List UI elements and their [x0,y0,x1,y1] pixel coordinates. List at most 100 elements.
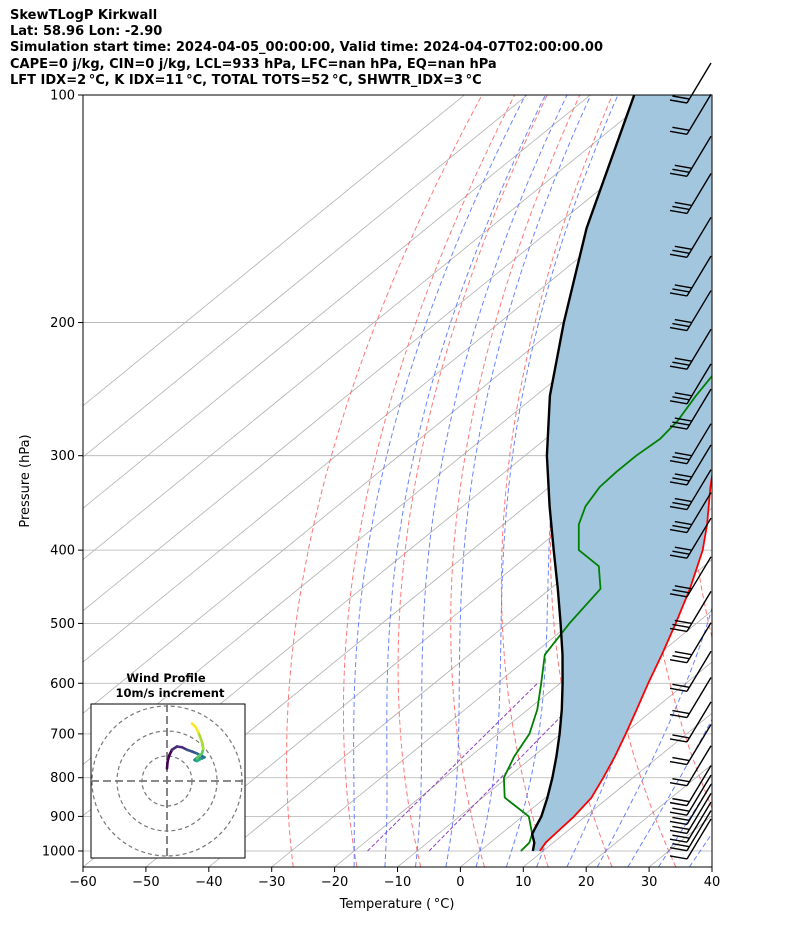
stability-indices: LFT IDX=2 °C, K IDX=11 °C, TOTAL TOTS=52… [10,72,482,88]
x-tick-label: −10 [384,875,411,890]
wind-barb-flag [672,834,690,839]
wind-barb-flag [669,528,688,534]
wind-barb-staff [686,173,712,214]
wind-barb [669,328,712,370]
wind-barb-flag [672,734,690,739]
wind-barb-staff [686,328,712,370]
wind-barb [669,173,712,215]
wind-barb-flag [674,245,692,251]
wind-barb [669,591,712,633]
wind-barb-flag [669,505,688,511]
x-axis-ticks: −60 −50 −40 −30 −20 −10 0 10 20 30 40 [69,867,720,890]
wind-barb-flag [669,782,688,787]
wind-barb-staff [686,622,712,664]
wind-barb-staff [686,93,712,135]
wind-barb [669,423,712,465]
wind-barb-staff [686,810,712,852]
hodograph-plot [91,704,245,858]
wind-barb-flag [669,838,688,843]
wind-barb-staff [686,388,712,430]
wind-barb-flag [672,249,690,255]
wind-barb-staff [686,216,712,258]
wind-barb-flag [672,825,690,831]
wind-barb-flag [674,284,692,289]
wind-barb [669,793,712,835]
wind-barb-flag [669,172,688,177]
temperature-profile-line [539,471,712,852]
wind-barb-flag [669,326,688,332]
wind-barb-staff [686,492,712,533]
wind-barb-staff [686,135,712,177]
wind-barb [669,216,712,259]
wind-barbs [669,62,712,860]
y-tick-label: 300 [50,449,75,464]
wind-barb-flag [672,361,690,366]
wind-barb-flag [669,687,688,692]
x-tick-label: 20 [578,875,595,890]
cape-cin-shading [532,95,712,851]
y-tick-label: 800 [50,771,75,786]
isotherm-line [397,610,712,867]
x-tick-label: −40 [195,875,222,890]
isotherm-line [83,95,528,458]
wind-barb-flag [674,392,692,397]
wind-barb [669,363,712,405]
wind-barb-flag [672,550,690,555]
isotherm-line [711,866,712,867]
isotherm-line [334,558,712,867]
x-tick-label: 40 [704,875,721,890]
wind-barb-staff [686,801,712,843]
wind-barb-flag [672,683,690,688]
wind-barb-flag [672,524,690,530]
wind-barb-flag [672,816,690,822]
wind-barb-flag [672,589,690,594]
wind-barb-flag [674,473,692,478]
x-tick-label: 30 [641,875,658,890]
wind-barb-staff [686,745,712,787]
hodograph-title: Wind Profile [126,671,206,685]
wind-barb [669,135,712,177]
x-axis-label: Temperature ( °C) [339,897,455,912]
wind-barb-flag [669,365,688,370]
wind-barb [669,93,712,135]
wind-barb-flag [669,713,688,719]
wind-barb-staff [686,556,712,598]
mixing-ratio-line [367,682,538,852]
y-tick-label: 200 [50,316,75,331]
wind-barb [669,801,712,843]
wind-barb-flag [672,322,690,328]
wind-barb-flag [672,477,690,482]
chart-header: SkewTLogP Kirkwall Lat: 58.96 Lon: -2.90… [10,8,603,89]
simulation-times: Simulation start time: 2024-04-05_00:00:… [10,40,603,56]
wind-barb-staff [686,517,712,559]
wind-barb-flag [669,292,688,297]
dewpoint-profile-line [503,374,712,852]
x-tick-label: 0 [456,875,464,890]
wind-barb-flag [672,288,690,293]
wind-barb [669,62,712,104]
wind-barb [669,622,712,664]
wind-barb [669,388,712,430]
wind-barb-flag [672,756,690,762]
dry-adiabat [731,95,794,867]
wind-barb-flag [669,209,688,215]
dry-adiabat [343,95,516,867]
isotherm-line [523,712,712,867]
moist-adiabat [353,95,526,867]
wind-barb-flag [669,659,688,664]
wind-barb-flag [669,820,688,826]
x-tick-label: −50 [132,875,159,890]
dry-adiabat [397,95,548,867]
wind-barb-flag [674,164,692,169]
wind-barb-staff [686,784,712,825]
wind-barb-flag [669,801,688,807]
wind-barb-flag [674,520,692,526]
y-tick-label: 700 [50,727,75,742]
wind-barb-flag [669,460,688,465]
wind-barb-flag [669,130,688,135]
hodograph-subtitle: 10m/s increment [116,686,225,700]
wind-barb [669,650,712,692]
wind-barb-flag [669,855,688,860]
wind-barb-staff [686,724,712,765]
isotherm-line [83,97,712,612]
